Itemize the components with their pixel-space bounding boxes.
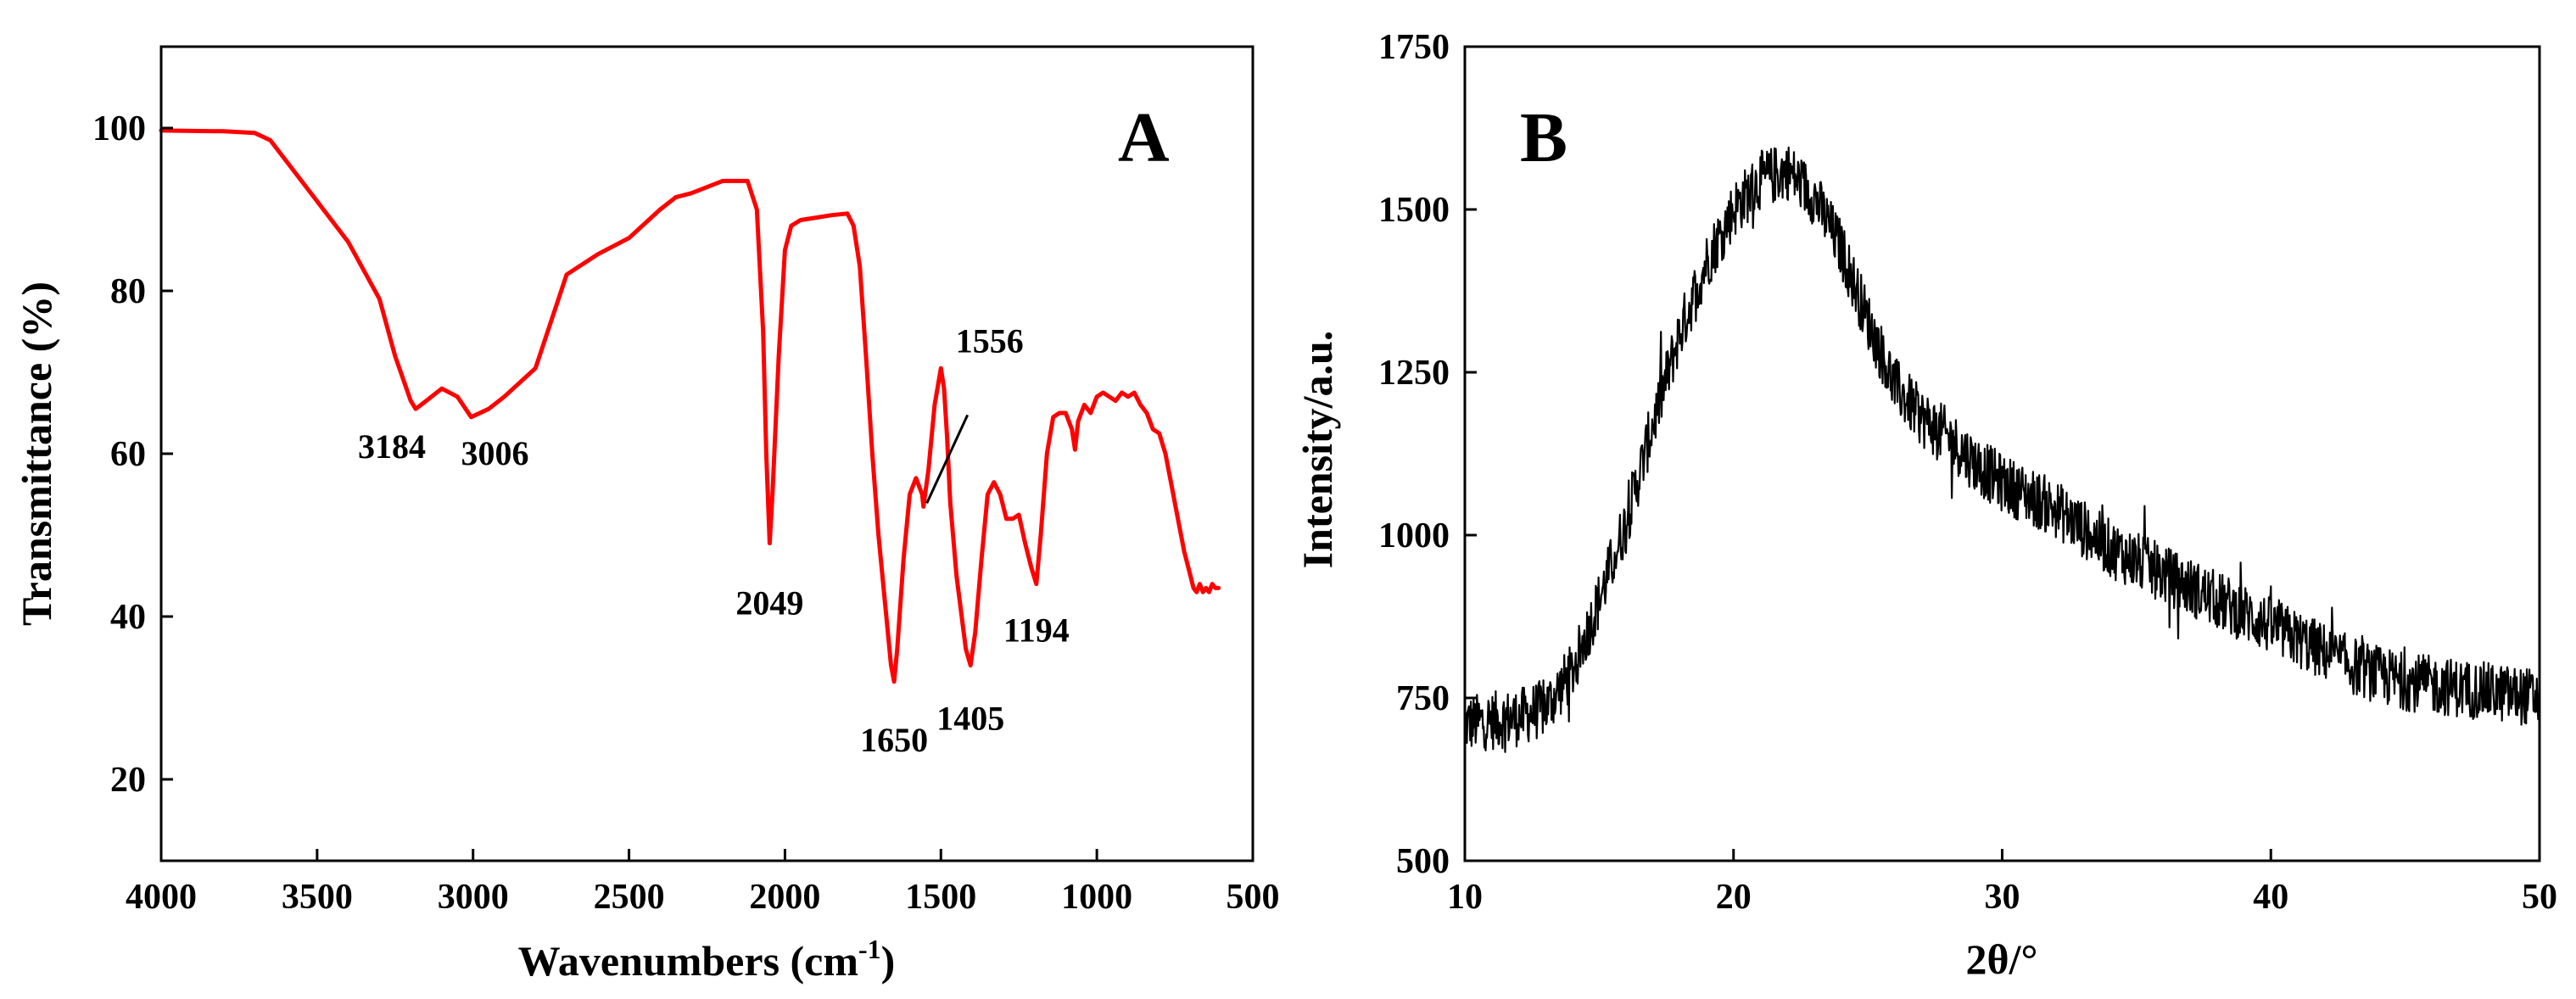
ftir-x-tick-label: 500 — [1227, 878, 1280, 917]
peak-label-1405: 1405 — [936, 700, 1004, 738]
ftir-x-tick-label: 1500 — [905, 878, 976, 917]
xrd-x-tick-label: 10 — [1447, 878, 1483, 917]
peak-label-3006: 3006 — [461, 434, 529, 472]
peak-leader-line-1556 — [925, 414, 969, 505]
ftir-x-tick-label: 1000 — [1061, 878, 1132, 917]
xrd-x-axis-title: 2θ/° — [1966, 935, 2038, 983]
ftir-ticks: 4000 3500 3000 2500 2000 1500 1000 500 20 40 60 80 1… — [92, 109, 1280, 917]
xrd-y-tick-label: 1250 — [1378, 354, 1450, 393]
xrd-y-tick-label: 750 — [1396, 679, 1450, 718]
ftir-y-tick-label: 60 — [110, 435, 146, 474]
peak-label-3184: 3184 — [358, 427, 426, 466]
ftir-y-tick-label: 40 — [110, 598, 146, 637]
xrd-y-tick-label: 1500 — [1378, 191, 1450, 230]
xrd-pattern-line — [1464, 146, 2540, 753]
peak-label-2049: 2049 — [735, 584, 803, 622]
ftir-series-layer — [159, 128, 1221, 684]
ftir-x-axis-title-main: Wavenumbers (cm — [518, 937, 858, 985]
ftir-x-tick-label: 2000 — [749, 878, 820, 917]
xrd-y-axis-title: Intensity/a.u. — [1294, 331, 1341, 569]
ftir-x-tick-label: 3000 — [438, 878, 509, 917]
peak-label-1650: 1650 — [860, 721, 928, 759]
xrd-x-tick-label: 50 — [2522, 878, 2557, 917]
ftir-y-tick-label: 20 — [110, 761, 146, 800]
ftir-x-tick-label: 4000 — [126, 878, 197, 917]
peak-label-1194: 1194 — [1003, 611, 1070, 650]
ftir-y-tick-label: 80 — [110, 272, 146, 311]
ftir-y-tick-label: 100 — [92, 109, 146, 148]
peak-label-1556: 1556 — [956, 321, 1024, 360]
ftir-spectrum-line — [159, 128, 1221, 684]
xrd-y-tick-label: 500 — [1396, 842, 1450, 881]
ftir-panel-label: A — [1118, 98, 1170, 177]
ftir-x-axis-title-close: ) — [881, 937, 896, 985]
xrd-panel-label: B — [1520, 98, 1567, 177]
xrd-series-layer — [1464, 146, 2540, 753]
xrd-y-tick-label: 1000 — [1378, 516, 1450, 555]
xrd-y-tick-label: 1750 — [1378, 28, 1450, 67]
xrd-x-tick-label: 40 — [2253, 878, 2288, 917]
xrd-x-tick-label: 30 — [1985, 878, 2020, 917]
ftir-x-axis-title: Wavenumbers (cm-1) — [518, 934, 896, 985]
ftir-x-tick-label: 2500 — [594, 878, 665, 917]
ftir-x-tick-label: 3500 — [282, 878, 353, 917]
ftir-y-axis-title: Transmittance (%) — [13, 282, 60, 626]
ftir-chart: 4000 3500 3000 2500 2000 1500 1000 500 20 40 60 80 1… — [13, 45, 1280, 985]
ftir-x-axis-title-sup: -1 — [858, 934, 881, 964]
xrd-x-tick-label: 20 — [1716, 878, 1752, 917]
xrd-ticks: 10 20 30 40 50 500 750 1000 1250 1500 1750 — [1378, 28, 2557, 917]
